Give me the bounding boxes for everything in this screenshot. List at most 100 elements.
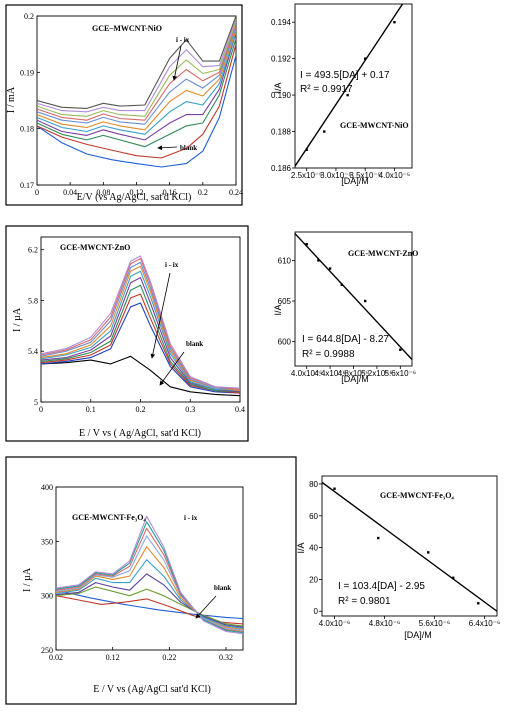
chart-title: GCE-MWCNT-Fe₃O₄ xyxy=(380,491,454,500)
voltammogram-curve xyxy=(37,44,236,159)
data-point xyxy=(346,93,349,97)
chart-title: GCE–MWCNT-NiO xyxy=(92,24,162,33)
y-tick-label: 6.2 xyxy=(28,246,38,255)
y-tick-label: 0.192 xyxy=(271,55,292,64)
voltammogram-curve xyxy=(37,29,236,131)
voltammogram-curve xyxy=(41,261,240,390)
x-tick-label: 0.08 xyxy=(96,188,110,197)
x-tick-label: 0.32 xyxy=(219,653,233,662)
x-tick-label: 4.0x10⁻⁶ xyxy=(291,369,323,378)
plot-area xyxy=(55,486,244,651)
y-tick-label: 80 xyxy=(309,480,318,489)
voltammogram-curve xyxy=(37,24,236,121)
x-tick-label: 0.22 xyxy=(162,653,176,662)
y-axis-label: I / mA xyxy=(6,86,17,113)
y-tick-label: 0.188 xyxy=(271,128,292,137)
y-tick-label: 5 xyxy=(34,398,38,407)
x-tick-label: 0.12 xyxy=(130,188,144,197)
y-tick-label: 0 xyxy=(314,607,319,616)
x-tick-label: 0.1 xyxy=(86,405,96,414)
data-point xyxy=(305,242,308,246)
voltammogram-curve xyxy=(56,559,243,629)
chart-title: GCE-MWCNT-ZnO xyxy=(348,249,418,258)
x-tick-label: 2.5x10⁻⁵ xyxy=(291,171,323,180)
data-point xyxy=(323,130,326,133)
voltammogram-curve xyxy=(37,21,236,117)
r-squared: R² = 0.9917 xyxy=(300,84,353,95)
annotation-arrow xyxy=(172,45,182,81)
voltammogram-curve xyxy=(56,589,243,620)
figure-frame xyxy=(5,4,243,206)
figure-frame xyxy=(5,456,297,705)
r-squared: R² = 0.9801 xyxy=(338,596,391,607)
voltammogram-curve xyxy=(41,270,240,392)
annotation-arrow xyxy=(157,145,178,151)
fit-line xyxy=(295,4,404,167)
data-point xyxy=(364,57,367,60)
x-tick-label: 0.2 xyxy=(136,405,146,414)
voltammogram-curve xyxy=(41,355,240,397)
x-tick-label: 0 xyxy=(35,188,39,197)
data-point xyxy=(364,299,367,303)
data-point xyxy=(452,576,455,580)
voltammogram-curve xyxy=(41,284,240,393)
y-tick-label: 5.4 xyxy=(28,347,38,356)
voltammogram-curve xyxy=(37,55,236,168)
data-point xyxy=(477,602,480,605)
r-squared: R² = 0.9988 xyxy=(302,349,355,360)
data-point xyxy=(427,551,430,554)
x-tick-label: 5.2x10⁻⁶ xyxy=(361,369,393,378)
x-tick-label: 0.04 xyxy=(63,188,77,197)
voltammogram-curve xyxy=(41,302,240,394)
y-tick-label: 0.186 xyxy=(271,164,292,173)
y-tick-label: 20 xyxy=(309,575,318,584)
voltammogram-curve xyxy=(56,535,243,631)
x-tick-label: 4.0x10⁻⁶ xyxy=(319,619,351,628)
y-tick-label: 600 xyxy=(278,338,292,347)
y-tick-label: 300 xyxy=(41,592,53,601)
annotation-range: i - ix xyxy=(176,36,190,44)
data-point xyxy=(399,348,402,351)
data-point xyxy=(328,267,332,270)
voltammogram-curve xyxy=(41,258,240,390)
fit-line xyxy=(322,481,497,612)
x-tick-label: 3.5x10⁻⁵ xyxy=(349,171,381,180)
y-tick-label: 400 xyxy=(41,483,53,492)
annotation-range: i - ix xyxy=(165,261,179,269)
data-point xyxy=(317,259,320,262)
y-tick-label: 0.18 xyxy=(20,125,34,134)
x-tick-label: 0.02 xyxy=(49,653,63,662)
y-tick-label: 0.2 xyxy=(24,12,34,21)
voltammogram-curve xyxy=(41,255,240,389)
fit-line xyxy=(295,233,412,360)
x-tick-label: 5.6x10⁻⁶ xyxy=(419,619,451,628)
voltammogram-curve xyxy=(41,265,240,392)
chart-6: 4.0x10⁻⁶ 4.8x10⁻⁶ 5.6x10⁻⁶ 6.4x10⁻⁶ 0 20 40 60 8… xyxy=(296,475,501,640)
chart-title: GCE-MWCNT-Fe₃O₄ xyxy=(72,513,146,522)
y-axis-label: I/A xyxy=(273,304,283,315)
annotation-arrow xyxy=(150,272,171,359)
voltammogram-curve xyxy=(37,27,236,125)
voltammogram-curve xyxy=(37,16,236,109)
plot-area xyxy=(40,236,241,403)
y-tick-label: 0.194 xyxy=(271,18,292,27)
voltammogram-curve xyxy=(56,573,243,628)
y-tick-label: 610 xyxy=(278,256,292,265)
voltammogram-curve xyxy=(56,521,243,634)
y-tick-label: 250 xyxy=(41,646,53,655)
voltammogram-curve xyxy=(37,18,236,113)
x-tick-label: 6.4x10⁻⁶ xyxy=(469,619,501,628)
y-tick-label: 0.19 xyxy=(20,68,34,77)
x-tick-label: 4.8x10⁻⁶ xyxy=(369,619,401,628)
x-tick-label: 0.2 xyxy=(198,188,208,197)
y-tick-label: 60 xyxy=(309,512,318,521)
chart-1: 0 0.04 0.08 0.12 0.16 0.2 0.24 0.17 0.18 0.19 0.2 G… xyxy=(5,4,243,206)
voltammogram-curve xyxy=(41,277,240,393)
x-tick-label: 0.24 xyxy=(229,188,243,197)
chart-2: 2.5x10⁻⁵3.0x10⁻⁵3.5x10⁻⁵4.0x10⁻⁵ 0.186 0.1… xyxy=(271,3,413,186)
voltammogram-curve xyxy=(37,32,236,141)
annotation-arrow xyxy=(159,351,185,386)
y-axis-label: I/A xyxy=(273,82,283,93)
data-point xyxy=(393,21,396,24)
data-point xyxy=(333,487,336,490)
